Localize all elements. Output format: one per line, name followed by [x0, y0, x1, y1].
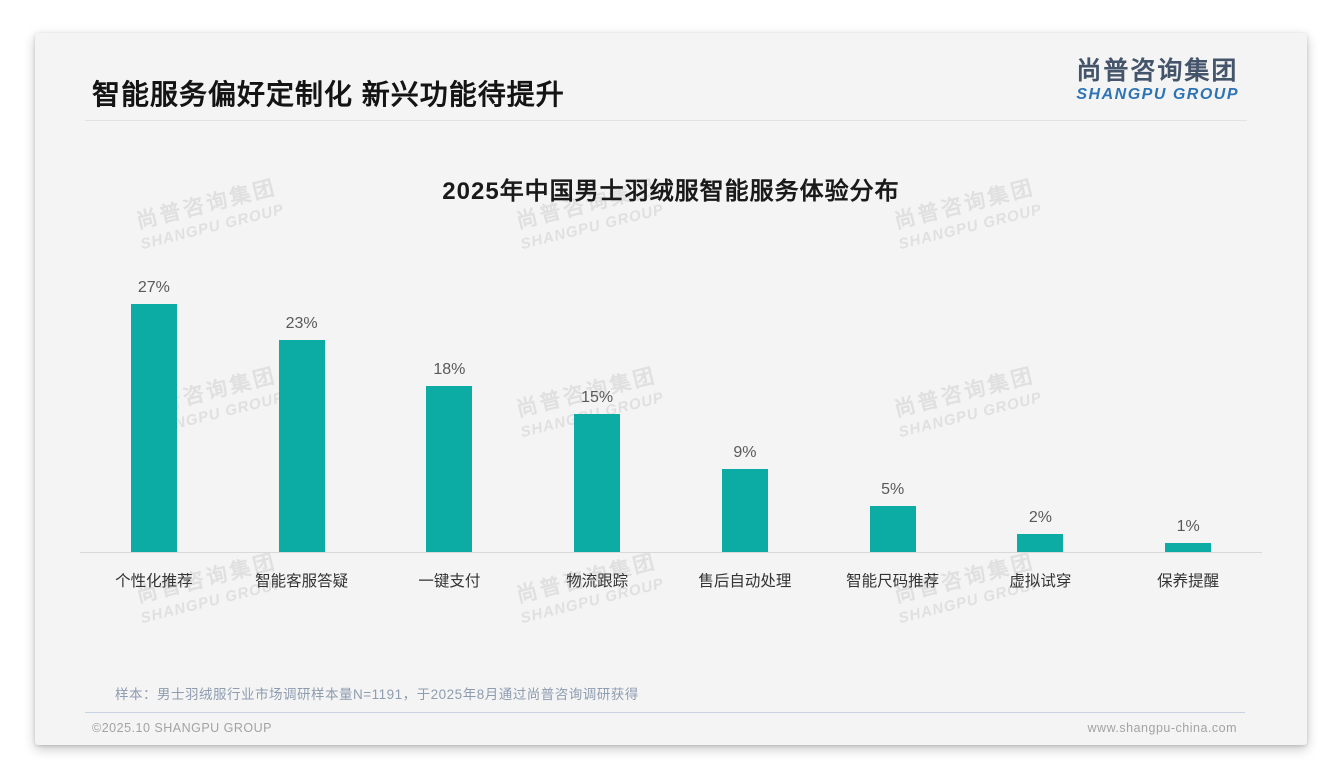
bar [278, 340, 325, 552]
bar-column: 5% [819, 481, 967, 552]
bar-column: 1% [1114, 518, 1262, 552]
page-title: 智能服务偏好定制化 新兴功能待提升 [92, 79, 565, 110]
brand-logo: 尚普咨询集团 SHANGPU GROUP [1076, 57, 1239, 104]
x-axis-label: 智能尺码推荐 [846, 573, 940, 590]
bar-value-label: 1% [1176, 517, 1200, 535]
bar-column: 9% [671, 444, 819, 552]
bar [1017, 533, 1064, 552]
bar-column: 15% [523, 389, 671, 552]
website-text: www.shangpu-china.com [1087, 721, 1237, 735]
plot-area: 27% 23% 18% 15% 9% 5% 2% 1% [80, 243, 1262, 553]
bar [721, 469, 768, 552]
bar-value-label: 9% [733, 444, 757, 462]
bar-value-label: 18% [433, 361, 466, 379]
copyright-text: ©2025.10 SHANGPU GROUP [92, 721, 272, 735]
bar [574, 414, 621, 552]
brand-logo-chinese: 尚普咨询集团 [1076, 57, 1239, 85]
bar-chart: 27% 23% 18% 15% 9% 5% 2% 1% 个性化推荐 智能客服答疑 一键支付 物流跟踪… [80, 243, 1262, 591]
x-axis-label: 虚拟试穿 [1009, 573, 1072, 590]
x-axis-label: 个性化推荐 [115, 573, 193, 590]
bar [426, 386, 473, 552]
chart-title: 2025年中国男士羽绒服智能服务体验分布 [442, 178, 900, 205]
bar-column: 18% [376, 361, 524, 552]
x-axis-label: 售后自动处理 [698, 573, 792, 590]
bar-value-label: 2% [1028, 508, 1052, 526]
bar-value-label: 15% [581, 389, 614, 406]
footer: ©2025.10 SHANGPU GROUP www.shangpu-china… [92, 721, 1237, 735]
footer-divider [85, 712, 1245, 713]
slide-card: 尚普咨询集团 SHANGPU GROUP 尚普咨询集团 SHANGPU GROU… [35, 33, 1307, 745]
x-axis-label: 一键支付 [418, 573, 481, 590]
bar-column: 2% [967, 509, 1115, 552]
x-axis-label: 物流跟踪 [566, 573, 629, 590]
bar-column: 23% [228, 315, 376, 552]
sample-note: 样本：男士羽绒服行业市场调研样本量N=1191，于2025年8月通过尚普咨询调研… [115, 687, 639, 702]
x-axis-label: 保养提醒 [1157, 573, 1220, 590]
x-axis-labels: 个性化推荐 智能客服答疑 一键支付 物流跟踪 售后自动处理 智能尺码推荐 虚拟试穿 保养提醒 [80, 553, 1262, 591]
x-axis-label: 智能客服答疑 [255, 573, 349, 590]
bar-value-label: 23% [285, 315, 318, 333]
bar [130, 303, 177, 552]
header-divider [85, 120, 1247, 121]
bar [869, 506, 916, 552]
bar-column: 27% [80, 279, 228, 552]
bar-value-label: 27% [137, 278, 170, 296]
brand-logo-english: SHANGPU GROUP [1076, 85, 1239, 103]
bar [1165, 542, 1212, 552]
bar-value-label: 5% [881, 481, 905, 498]
